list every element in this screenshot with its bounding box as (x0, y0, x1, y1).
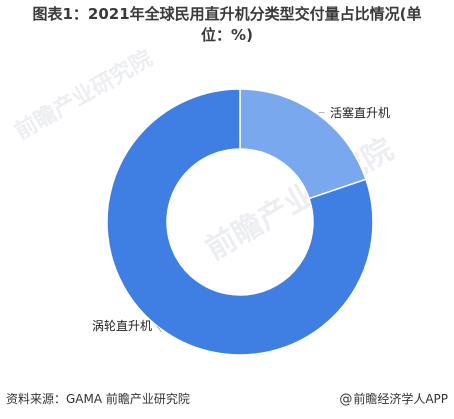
at-sign-icon: @ (339, 392, 353, 407)
chart-title-line1: 图表1：2021年全球民用直升机分类型交付量占比情况(单 (32, 5, 422, 23)
donut-slice-2 (106, 88, 374, 356)
brand-name: 前瞻经济学人APP (353, 392, 448, 406)
footer: 资料来源：GAMA 前瞻产业研究院 @前瞻经济学人APP (6, 388, 448, 408)
leader-line-1 (318, 111, 326, 114)
donut-slice-1 (239, 88, 367, 200)
slice-label-2: 涡轮直升机 (92, 319, 152, 333)
chart-title: 图表1：2021年全球民用直升机分类型交付量占比情况(单 位：%) (0, 4, 454, 46)
source-note: 资料来源：GAMA 前瞻产业研究院 (6, 392, 190, 406)
donut-slices (106, 88, 374, 356)
slice-label-1: 活塞直升机 (330, 105, 390, 120)
brand-credit: @前瞻经济学人APP (339, 390, 448, 407)
leader-line-2 (156, 325, 162, 332)
chart-title-line2: 位：%) (201, 26, 253, 44)
